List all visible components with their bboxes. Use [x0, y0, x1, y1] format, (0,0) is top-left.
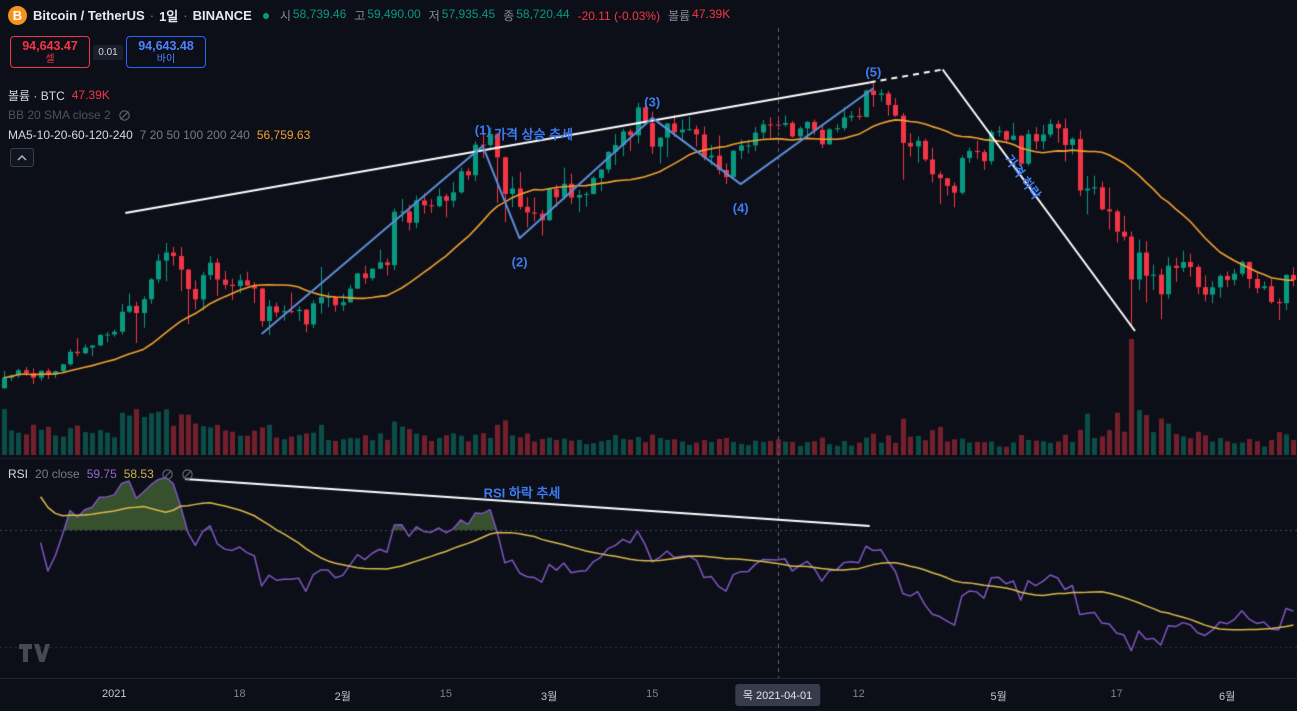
time-axis-tick: 2월 [334, 691, 351, 703]
volume-value: 47.39K [692, 7, 731, 21]
legend-row-volume[interactable]: 볼륨 · BTC 47.39K [8, 85, 310, 105]
time-axis[interactable]: 목 2021-04-01 2021 18 2월 15 3월 15 12 5월 17 6월 [0, 678, 1297, 711]
crosshair-date-badge: 목 2021-04-01 [734, 684, 821, 706]
ma-indicator-title: MA5-10-20-60-120-240 [8, 128, 133, 142]
legend-collapse-button[interactable] [10, 148, 34, 167]
hidden-plot-icon[interactable] [181, 468, 194, 481]
high-label: 고 [354, 9, 366, 23]
time-axis-tick: 18 [233, 688, 246, 700]
time-axis-tick: 2021 [102, 688, 127, 700]
sell-label: 셀 [45, 53, 55, 65]
volume-label: 볼륨 [668, 9, 691, 23]
high-value: 59,490.00 [367, 7, 421, 21]
indicator-legend: 볼륨 · BTC 47.39K BB 20 SMA close 2 MA5-10… [8, 85, 310, 145]
bb-indicator-title: BB 20 SMA close 2 [8, 108, 111, 122]
volume-indicator-value: 47.39K [71, 88, 110, 102]
ma-indicator-value: 56,759.63 [256, 128, 311, 142]
uptrend-annotation[interactable]: 가격 상승 추세 [494, 127, 573, 142]
low-value: 57,935.45 [441, 7, 496, 21]
separator: · [183, 8, 188, 23]
sell-button[interactable]: 94,643.47 셀 [10, 36, 90, 68]
wave-label-1[interactable]: (1) [474, 122, 491, 138]
rsi-ma-value: 58.53 [123, 467, 154, 481]
time-axis-tick: 15 [646, 688, 659, 700]
legend-row-bollinger[interactable]: BB 20 SMA close 2 [8, 105, 310, 125]
symbol-name: Bitcoin / TetherUS [33, 8, 145, 23]
wave-label-4[interactable]: (4) [732, 200, 749, 216]
wave-label-3[interactable]: (3) [644, 94, 661, 110]
chevron-up-icon [17, 154, 27, 160]
volume-indicator-title: 볼륨 · BTC [8, 88, 65, 103]
close-label: 종 [503, 9, 515, 23]
trade-panel: 94,643.47 셀 0.01 94,643.48 바이 [10, 36, 206, 68]
time-axis-tick: 5월 [990, 691, 1007, 703]
interval-label: 1일 [159, 9, 179, 24]
open-label: 시 [279, 9, 291, 23]
exchange-label: BINANCE [192, 8, 252, 23]
rsi-indicator-value: 59.75 [86, 467, 117, 481]
separator: · [149, 8, 155, 23]
hidden-plot-icon[interactable] [161, 468, 174, 481]
open-value: 58,739.46 [292, 7, 347, 21]
eye-off-icon[interactable] [118, 109, 131, 122]
bitcoin-icon: B [8, 6, 27, 25]
rsi-legend-row[interactable]: RSI 20 close 59.75 58.53 [8, 464, 194, 484]
spread-badge: 0.01 [90, 44, 126, 60]
rsi-downtrend-annotation[interactable]: RSI 하락 추세 [483, 485, 561, 501]
symbol-title-button[interactable]: Bitcoin / TetherUS · 1일 · BINANCE [33, 6, 252, 25]
market-status-dot [262, 12, 269, 19]
sell-price: 94,643.47 [22, 38, 78, 53]
buy-button[interactable]: 94,643.48 바이 [126, 36, 206, 68]
time-axis-tick: 15 [439, 688, 453, 700]
time-axis-tick: 12 [852, 688, 865, 700]
header-bar: B Bitcoin / TetherUS · 1일 · BINANCE 시 58,… [8, 6, 730, 25]
time-axis-tick: 6월 [1218, 691, 1236, 703]
wave-label-5[interactable]: (5) [865, 64, 882, 80]
low-label: 저 [428, 9, 440, 23]
close-value: 58,720.44 [516, 7, 570, 21]
change-value: -20.11 (-0.03%) [577, 8, 661, 23]
rsi-indicator-title: RSI [8, 467, 29, 481]
legend-row-ma[interactable]: MA5-10-20-60-120-240 7 20 50 100 200 240… [8, 125, 310, 145]
ohlc-readout: 시 58,739.46 고 59,490.00 저 57,935.45 종 58,720… [280, 7, 730, 24]
buy-price: 94,643.48 [138, 38, 194, 53]
buy-label: 바이 [156, 53, 176, 65]
ma-indicator-params: 7 20 50 100 200 240 [139, 128, 250, 142]
tradingview-logo[interactable] [18, 643, 50, 663]
time-axis-tick: 3월 [540, 691, 558, 703]
time-axis-tick: 17 [1110, 688, 1123, 700]
wave-label-2[interactable]: (2) [511, 254, 528, 270]
rsi-indicator-params: 20 close [35, 467, 80, 481]
